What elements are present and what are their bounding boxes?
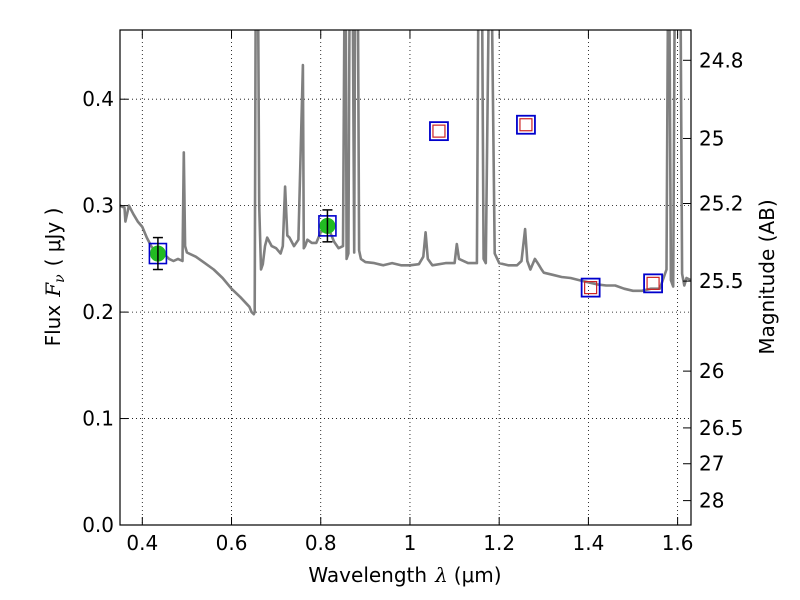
x-tick-label-2: 0.8: [305, 531, 337, 555]
y-tick-label-4: 0.4: [82, 87, 114, 111]
model-box-2: [429, 121, 449, 142]
series-layer: [120, 30, 691, 316]
y-axis-title: FluxFν( μJy ): [41, 208, 68, 347]
model-box-3: [516, 114, 536, 135]
error-bar-0: [152, 236, 163, 271]
predicted-point-3: [519, 118, 533, 132]
y2-tick-label-2: 25.2: [699, 192, 744, 216]
points-layer: [148, 114, 663, 298]
y2-tick-label-6: 27: [699, 452, 724, 476]
x-tick-label-5: 1.4: [572, 531, 604, 555]
spectrum-line-0: [120, 30, 691, 316]
predicted-point-4: [584, 281, 598, 295]
y2-tick-label-3: 25.5: [699, 269, 744, 293]
y2-tick-label-7: 28: [699, 489, 724, 513]
x-tick-label-3: 1: [404, 531, 417, 555]
y-tick-label-2: 0.2: [82, 300, 114, 324]
error-bar-1: [322, 209, 333, 243]
y2-axis-title: Magnitude (AB): [755, 199, 779, 354]
y-tick-label-0: 0.0: [82, 513, 114, 537]
x-tick-label-6: 1.6: [662, 531, 694, 555]
x-axis-title: Wavelength λ (μm): [308, 563, 501, 587]
x-tick-label-1: 0.6: [216, 531, 248, 555]
y2-tick-label-0: 24.8: [699, 48, 744, 72]
grid: [120, 30, 691, 526]
ticks: 0.4 0.6 0.8 1 1.2 1.4 1.6 0.0 0.1 0.2 0.3 0.4 24.8 25…: [82, 30, 744, 555]
y2-tick-label-5: 26.5: [699, 416, 744, 440]
model-box-5: [643, 273, 663, 294]
predicted-point-5: [646, 276, 660, 290]
y2-tick-label-4: 26: [699, 359, 724, 383]
model-box-4: [580, 277, 601, 298]
plot-frame: [119, 29, 692, 526]
predicted-point-2: [432, 124, 446, 138]
y-tick-label-3: 0.3: [82, 194, 114, 218]
x-tick-label-0: 0.4: [126, 531, 158, 555]
y-tick-label-1: 0.1: [82, 407, 114, 431]
y2-tick-label-1: 25: [699, 126, 724, 150]
x-tick-label-4: 1.2: [483, 531, 515, 555]
